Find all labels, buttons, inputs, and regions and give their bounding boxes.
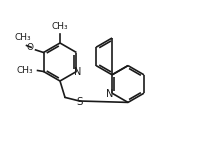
Text: CH₃: CH₃ — [52, 22, 68, 31]
Text: O: O — [27, 43, 34, 52]
Text: N: N — [106, 89, 114, 99]
Text: CH₃: CH₃ — [17, 66, 33, 75]
Text: CH₃: CH₃ — [14, 33, 31, 41]
Text: N: N — [74, 67, 82, 76]
Text: S: S — [77, 97, 83, 107]
